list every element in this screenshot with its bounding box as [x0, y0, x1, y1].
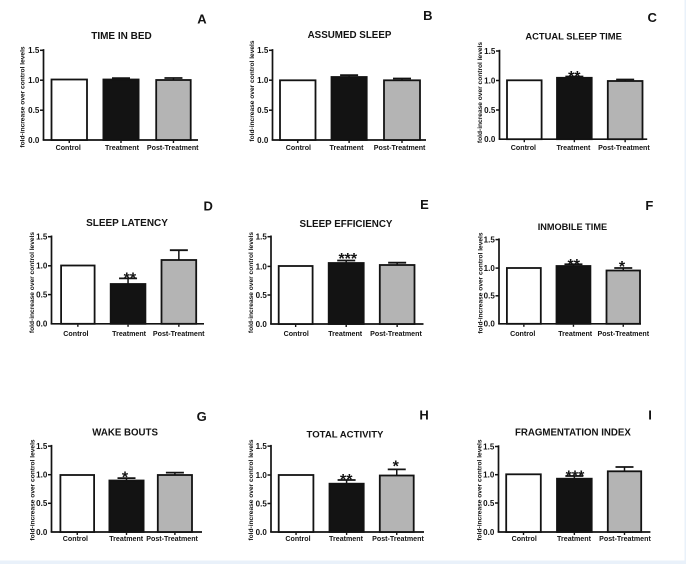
svg-text:Control: Control	[510, 330, 535, 338]
svg-text:1.5: 1.5	[36, 233, 48, 242]
svg-text:FRAGMENTATION INDEX: FRAGMENTATION INDEX	[515, 428, 631, 439]
svg-text:ASSUMED SLEEP: ASSUMED SLEEP	[308, 30, 392, 41]
svg-text:0.0: 0.0	[484, 135, 496, 144]
svg-text:1.0: 1.0	[256, 262, 268, 271]
svg-text:SLEEP LATENCY: SLEEP LATENCY	[86, 218, 168, 229]
svg-text:fold-increase over control lev: fold-increase over control levels	[29, 232, 36, 333]
svg-text:1.0: 1.0	[484, 76, 496, 85]
svg-text:***: ***	[566, 468, 585, 485]
svg-text:0.0: 0.0	[257, 136, 269, 145]
svg-text:Treatment: Treatment	[105, 144, 140, 152]
svg-text:Post-Treatment: Post-Treatment	[370, 330, 422, 338]
svg-text:Post-Treatment: Post-Treatment	[146, 535, 198, 543]
svg-text:1.5: 1.5	[256, 233, 268, 242]
svg-text:**: **	[340, 472, 353, 489]
svg-text:***: ***	[338, 251, 357, 268]
svg-text:1.5: 1.5	[484, 47, 496, 56]
svg-text:H: H	[419, 407, 428, 422]
svg-text:1.0: 1.0	[28, 76, 40, 85]
svg-text:fold-increase over control lev: fold-increase over control levels	[249, 40, 256, 141]
svg-text:ACTUAL SLEEP TIME: ACTUAL SLEEP TIME	[525, 31, 622, 42]
svg-text:Control: Control	[512, 535, 537, 543]
svg-text:Control: Control	[56, 144, 81, 152]
svg-text:Post-Treatment: Post-Treatment	[153, 330, 205, 338]
svg-text:0.0: 0.0	[483, 528, 495, 537]
svg-text:Post-Treatment: Post-Treatment	[147, 144, 199, 152]
svg-text:1.5: 1.5	[483, 442, 495, 451]
svg-text:Treatment: Treatment	[109, 535, 144, 543]
svg-text:Post-Treatment: Post-Treatment	[372, 535, 424, 543]
svg-text:Control: Control	[286, 144, 311, 152]
svg-text:D: D	[204, 199, 213, 214]
svg-text:F: F	[645, 198, 653, 213]
svg-text:1.5: 1.5	[36, 442, 48, 451]
svg-text:Control: Control	[63, 535, 88, 543]
svg-text:Post-Treatment: Post-Treatment	[597, 330, 649, 338]
svg-text:0.0: 0.0	[256, 528, 268, 537]
svg-text:Treatment: Treatment	[330, 144, 365, 152]
svg-text:1.5: 1.5	[28, 46, 40, 55]
svg-text:G: G	[197, 409, 207, 424]
svg-text:fold-increase over control lev: fold-increase over control levels	[477, 439, 484, 540]
svg-text:I: I	[648, 408, 652, 423]
svg-text:fold-increase over control lev: fold-increase over control levels	[248, 232, 255, 333]
svg-text:SLEEP EFFICIENCY: SLEEP EFFICIENCY	[300, 219, 393, 230]
svg-text:1.0: 1.0	[483, 471, 495, 480]
svg-text:1.0: 1.0	[257, 76, 269, 85]
svg-text:1.5: 1.5	[257, 46, 269, 55]
svg-text:1.0: 1.0	[256, 471, 268, 480]
svg-text:1.0: 1.0	[36, 262, 48, 271]
svg-text:WAKE BOUTS: WAKE BOUTS	[92, 427, 158, 438]
svg-text:A: A	[197, 11, 207, 26]
svg-text:fold-increase over control lev: fold-increase over control levels	[248, 439, 255, 540]
svg-text:0.0: 0.0	[36, 320, 48, 329]
svg-text:0.5: 0.5	[36, 499, 48, 508]
svg-text:Post-Treatment: Post-Treatment	[599, 535, 651, 543]
svg-text:Control: Control	[511, 144, 536, 152]
svg-text:0.0: 0.0	[36, 528, 48, 537]
svg-text:fold-increase over control lev: fold-increase over control levels	[477, 232, 484, 333]
svg-text:Post-Treatment: Post-Treatment	[374, 144, 426, 152]
svg-text:1.0: 1.0	[484, 264, 496, 273]
svg-text:1.5: 1.5	[256, 442, 268, 451]
svg-text:Treatment: Treatment	[558, 330, 593, 338]
svg-text:Post-Treatment: Post-Treatment	[598, 144, 650, 152]
svg-text:0.0: 0.0	[484, 320, 496, 329]
svg-text:fold-increase over control lev: fold-increase over control levels	[477, 42, 484, 143]
svg-text:1.0: 1.0	[36, 471, 48, 480]
svg-text:C: C	[648, 10, 658, 25]
svg-text:**: **	[124, 271, 137, 288]
svg-text:*: *	[619, 259, 626, 276]
svg-text:B: B	[423, 8, 432, 23]
svg-text:Treatment: Treatment	[557, 535, 592, 543]
svg-text:Control: Control	[284, 330, 309, 338]
svg-text:0.5: 0.5	[256, 499, 268, 508]
svg-text:Control: Control	[63, 330, 88, 338]
svg-text:0.5: 0.5	[256, 291, 268, 300]
svg-text:fold-increase over control lev: fold-increase over control levels	[29, 439, 36, 540]
svg-text:0.0: 0.0	[256, 320, 268, 329]
svg-text:*: *	[393, 458, 400, 475]
svg-text:1.5: 1.5	[484, 236, 496, 245]
svg-text:Treatment: Treatment	[556, 144, 591, 152]
svg-text:Treatment: Treatment	[112, 330, 147, 338]
svg-text:0.5: 0.5	[484, 106, 496, 115]
svg-text:Control: Control	[285, 535, 310, 543]
svg-text:*: *	[122, 469, 129, 486]
svg-text:0.5: 0.5	[36, 291, 48, 300]
svg-text:0.0: 0.0	[28, 136, 40, 145]
svg-text:0.5: 0.5	[257, 106, 269, 115]
svg-text:0.5: 0.5	[483, 499, 495, 508]
svg-text:E: E	[420, 197, 429, 212]
svg-text:0.5: 0.5	[28, 106, 40, 115]
svg-text:Treatment: Treatment	[329, 535, 364, 543]
svg-text:Treatment: Treatment	[328, 330, 363, 338]
svg-text:TIME IN BED: TIME IN BED	[91, 31, 152, 42]
svg-text:TOTAL ACTIVITY: TOTAL ACTIVITY	[307, 430, 385, 441]
svg-text:INMOBILE TIME: INMOBILE TIME	[538, 222, 607, 232]
svg-text:0.5: 0.5	[484, 292, 496, 301]
svg-text:fold-increase over control lev: fold-increase over control levels	[20, 46, 27, 147]
svg-text:**: **	[568, 69, 581, 86]
svg-text:**: **	[567, 257, 580, 274]
